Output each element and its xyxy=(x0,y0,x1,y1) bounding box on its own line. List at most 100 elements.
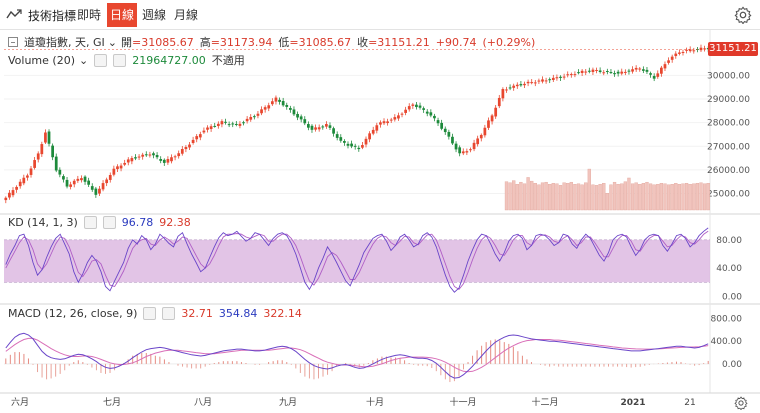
chart-settings-gear-icon[interactable] xyxy=(734,396,748,410)
candle-body xyxy=(62,176,65,180)
visibility-toggle-icon[interactable] xyxy=(83,215,97,229)
candle-body xyxy=(634,67,638,70)
candle-body xyxy=(379,122,382,125)
visibility-toggle-icon[interactable] xyxy=(94,53,108,67)
candle-body xyxy=(69,184,73,187)
candle-body xyxy=(692,50,696,52)
candle-body xyxy=(216,123,220,127)
volume-bar xyxy=(515,184,519,211)
candle-body xyxy=(641,69,645,71)
candle-body xyxy=(652,76,656,79)
candle-body xyxy=(660,67,663,74)
volume-bar xyxy=(551,183,555,211)
candle-body xyxy=(670,56,674,60)
kd-label[interactable]: KD (14, 1, 3) xyxy=(8,215,78,229)
price-tick-label: 27000.00 xyxy=(707,142,750,152)
volume-bar xyxy=(695,183,700,211)
candle-body xyxy=(393,117,397,120)
volume-bar xyxy=(666,184,671,211)
time-tick-label: 八月 xyxy=(194,397,212,408)
tab-weekly[interactable]: 週線 xyxy=(139,3,169,27)
settings-icon[interactable] xyxy=(162,306,176,320)
candle-body xyxy=(587,70,591,72)
symbol-label[interactable]: 道瓊指數, 天, GI xyxy=(24,36,105,49)
visibility-toggle-icon[interactable] xyxy=(143,306,157,320)
tab-realtime[interactable]: 即時 xyxy=(74,3,104,27)
candle-body xyxy=(515,84,519,87)
candle-body xyxy=(616,71,620,74)
volume-note: 不適用 xyxy=(211,54,245,67)
time-tick-label: 2021 xyxy=(620,398,645,408)
toolbar: 技術指標 即時 日線 週線 月線 xyxy=(0,0,760,30)
tab-daily[interactable]: 日線 xyxy=(107,3,137,27)
candle-body xyxy=(350,143,353,147)
settings-icon[interactable] xyxy=(102,215,116,229)
volume-bar xyxy=(602,183,606,211)
candle-body xyxy=(353,145,357,147)
candle-body xyxy=(389,119,393,121)
volume-bar xyxy=(540,182,545,211)
settings-icon[interactable] xyxy=(113,53,127,67)
volume-bar xyxy=(526,177,530,211)
candle-body xyxy=(461,151,465,154)
gear-icon[interactable] xyxy=(734,6,752,24)
volume-label[interactable]: Volume (20) xyxy=(8,53,75,67)
candle-body xyxy=(566,74,570,76)
volume-bar xyxy=(702,183,707,211)
candle-body xyxy=(22,177,26,184)
candle-body xyxy=(429,112,433,116)
macd-label[interactable]: MACD (12, 26, close, 9) xyxy=(8,306,138,320)
volume-bar xyxy=(504,181,509,211)
candle-body xyxy=(170,157,173,162)
volume-bar xyxy=(580,184,584,211)
volume-bar xyxy=(587,168,591,211)
candle-body xyxy=(533,82,537,84)
collapse-icon[interactable] xyxy=(8,37,18,47)
open-label: 開 xyxy=(120,36,132,49)
candle-body xyxy=(321,126,325,128)
stock-chart[interactable]: 25000.00 26000.00 27000.00 28000.00 29000.00… xyxy=(0,30,760,413)
candle-body xyxy=(26,175,29,178)
candle-body xyxy=(497,97,501,107)
tab-monthly[interactable]: 月線 xyxy=(171,3,201,27)
candle-body xyxy=(108,175,112,180)
candle-body xyxy=(433,115,436,119)
candle-body xyxy=(602,72,606,74)
candle-body xyxy=(454,143,458,150)
candle-body xyxy=(343,141,346,143)
candle-body xyxy=(4,197,8,201)
volume-bar xyxy=(562,182,566,211)
candle-body xyxy=(44,132,47,143)
candle-body xyxy=(332,128,335,134)
candle-body xyxy=(18,181,22,187)
candle-body xyxy=(508,87,512,89)
candle-body xyxy=(577,72,580,74)
candle-body xyxy=(537,80,541,82)
candle-body xyxy=(191,139,195,144)
time-tick-label: 七月 xyxy=(103,397,121,408)
symbol-dropdown-icon[interactable]: ⌄ xyxy=(107,35,117,49)
volume-bar xyxy=(537,184,541,211)
candle-body xyxy=(83,176,87,182)
candle-body xyxy=(195,136,199,140)
candle-body xyxy=(54,156,58,171)
candle-body xyxy=(148,154,152,156)
volume-bar xyxy=(641,183,646,211)
time-tick-label: 十一月 xyxy=(449,396,476,408)
volume-bar xyxy=(688,184,692,211)
volume-dropdown-icon[interactable]: ⌄ xyxy=(79,53,89,67)
candle-body xyxy=(573,74,577,76)
candle-body xyxy=(90,186,94,190)
kd-tick-label: 80.00 xyxy=(716,236,742,246)
price-tick-label: 26000.00 xyxy=(707,166,750,176)
macd-tick-label: 0.00 xyxy=(722,360,742,370)
price-tick-label: 25000.00 xyxy=(707,189,750,199)
candle-body xyxy=(36,153,40,160)
candle-body xyxy=(29,168,33,175)
candle-body xyxy=(688,49,692,52)
indicator-menu[interactable]: 技術指標 xyxy=(6,6,76,24)
kd-tick-label: 0.00 xyxy=(722,292,742,302)
candle-body xyxy=(361,145,364,148)
volume-bar xyxy=(591,184,595,211)
time-tick-label: 十二月 xyxy=(531,396,558,408)
